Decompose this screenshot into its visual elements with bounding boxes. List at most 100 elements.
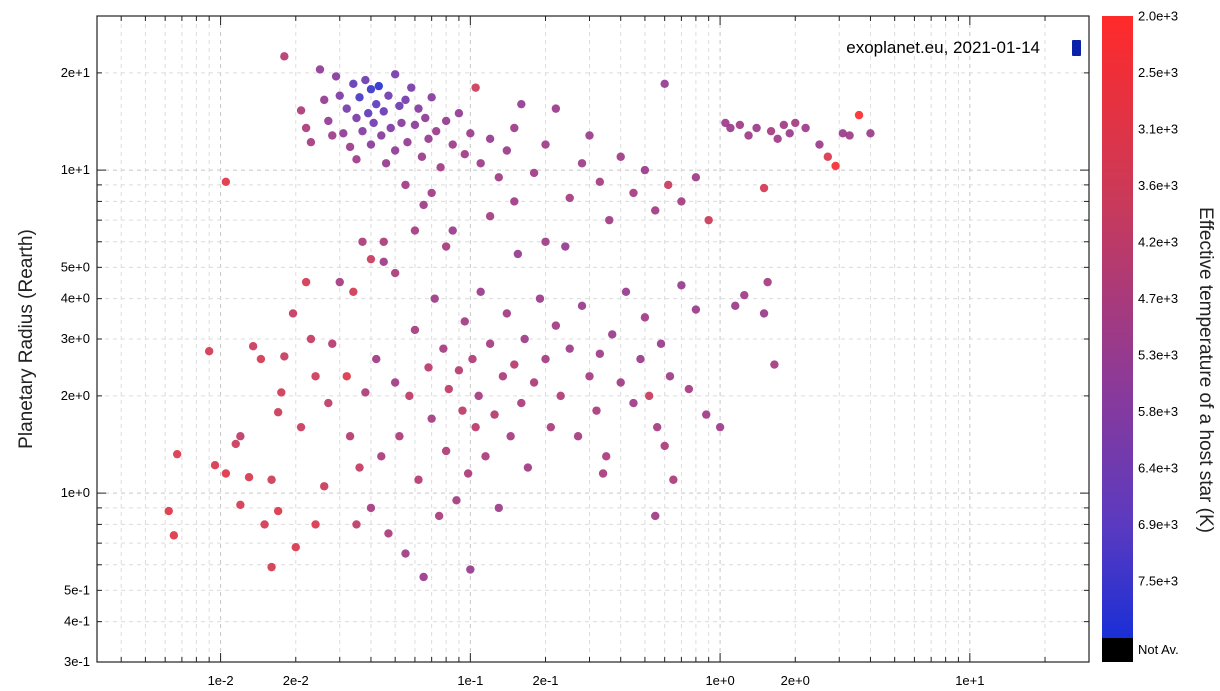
data-point [529, 378, 539, 387]
data-point [221, 469, 231, 478]
data-point [291, 543, 300, 552]
x-tick-label: 1e+1 [955, 673, 984, 688]
colorbar-tick-label: 4.7e+3 [1138, 291, 1178, 306]
x-tick-label: 2e+0 [781, 673, 810, 688]
data-point [474, 391, 483, 401]
data-point [640, 165, 650, 175]
y-tick-label: 2e+0 [61, 388, 90, 403]
data-point [454, 109, 464, 118]
y-tick-label: 3e-1 [64, 654, 90, 669]
data-point [498, 372, 508, 381]
data-point [324, 398, 333, 408]
data-point [339, 129, 348, 138]
data-point [494, 173, 503, 182]
data-point [702, 410, 711, 419]
data-point [386, 123, 395, 133]
colorbar-ticks: 2.0e+3 2.5e+3 3.1e+3 3.6e+3 4.2e+3 4.7e+3 5.3e… [1138, 8, 1178, 588]
data-point [541, 237, 550, 246]
data-point [352, 113, 361, 123]
data-point [419, 572, 428, 582]
data-point [866, 129, 875, 138]
data-point [481, 452, 490, 461]
data-point [791, 118, 800, 128]
colorbar-tick-label: 2.5e+3 [1138, 65, 1178, 80]
data-point [315, 65, 325, 74]
colorbar-tick-label: 5.3e+3 [1138, 348, 1178, 363]
x-tick-label: 2e-1 [533, 673, 559, 688]
watermark-badge-bg [1072, 40, 1081, 56]
data-point [328, 339, 337, 348]
data-point [374, 81, 383, 91]
data-point [395, 432, 404, 441]
data-point [517, 398, 526, 408]
data-point [403, 138, 412, 147]
data-point [664, 180, 673, 190]
data-point [502, 309, 512, 318]
data-point [311, 520, 320, 529]
y-tick-label: 3e+0 [61, 331, 90, 346]
data-point [759, 183, 769, 193]
data-point [324, 116, 333, 126]
data-point [448, 140, 457, 149]
data-point [752, 123, 761, 133]
data-point [510, 123, 519, 133]
data-point [231, 439, 240, 449]
data-point [669, 475, 678, 484]
y-tick-label: 5e-1 [64, 582, 90, 597]
data-point [236, 500, 245, 510]
data-point [517, 99, 526, 109]
data-point [342, 104, 351, 113]
data-point [715, 422, 725, 432]
data-point [419, 200, 428, 210]
data-point [352, 155, 361, 164]
data-point [561, 242, 570, 251]
data-point [306, 334, 316, 344]
y-axis-ticks: 3e-1 4e-1 5e-1 1e+0 2e+0 3e+0 4e+0 5e+0 1e+1 2e+1 [61, 15, 1089, 669]
data-point [248, 341, 258, 351]
grid-lines [97, 15, 1090, 663]
data-point [372, 354, 381, 364]
data-point [430, 294, 439, 303]
x-tick-label: 1e-2 [208, 673, 234, 688]
data-point [815, 140, 824, 149]
data-point [485, 134, 495, 144]
data-point [651, 206, 660, 215]
data-point [773, 134, 782, 144]
data-point [460, 150, 469, 159]
data-point [441, 242, 451, 251]
data-point [172, 449, 182, 459]
data-point [636, 354, 645, 364]
data-point [349, 287, 358, 297]
data-point [471, 422, 480, 432]
colorbar-tick-label: 3.6e+3 [1138, 178, 1178, 193]
data-point [280, 352, 289, 361]
colorbar-gradient [1102, 16, 1133, 638]
data-point [468, 354, 477, 364]
y-tick-label: 4e+0 [61, 291, 90, 306]
data-point [366, 85, 376, 94]
data-point [311, 372, 320, 381]
data-point [410, 120, 420, 130]
data-point [436, 163, 445, 172]
data-point [204, 347, 214, 356]
data-point [565, 344, 574, 353]
y-tick-label: 1e+0 [61, 485, 90, 500]
data-point [551, 321, 561, 330]
data-point [301, 123, 311, 133]
data-point [506, 432, 515, 441]
data-point [577, 301, 587, 311]
data-point [421, 113, 430, 123]
data-point [823, 152, 833, 161]
data-point [691, 305, 701, 314]
data-point [651, 511, 660, 521]
data-point [616, 378, 625, 387]
data-point [328, 131, 337, 140]
data-point [358, 126, 367, 136]
data-point [785, 129, 794, 138]
data-point [379, 237, 388, 246]
data-point [684, 384, 694, 394]
data-point [541, 354, 550, 364]
data-point [441, 116, 451, 126]
y-tick-label: 1e+1 [61, 162, 90, 177]
